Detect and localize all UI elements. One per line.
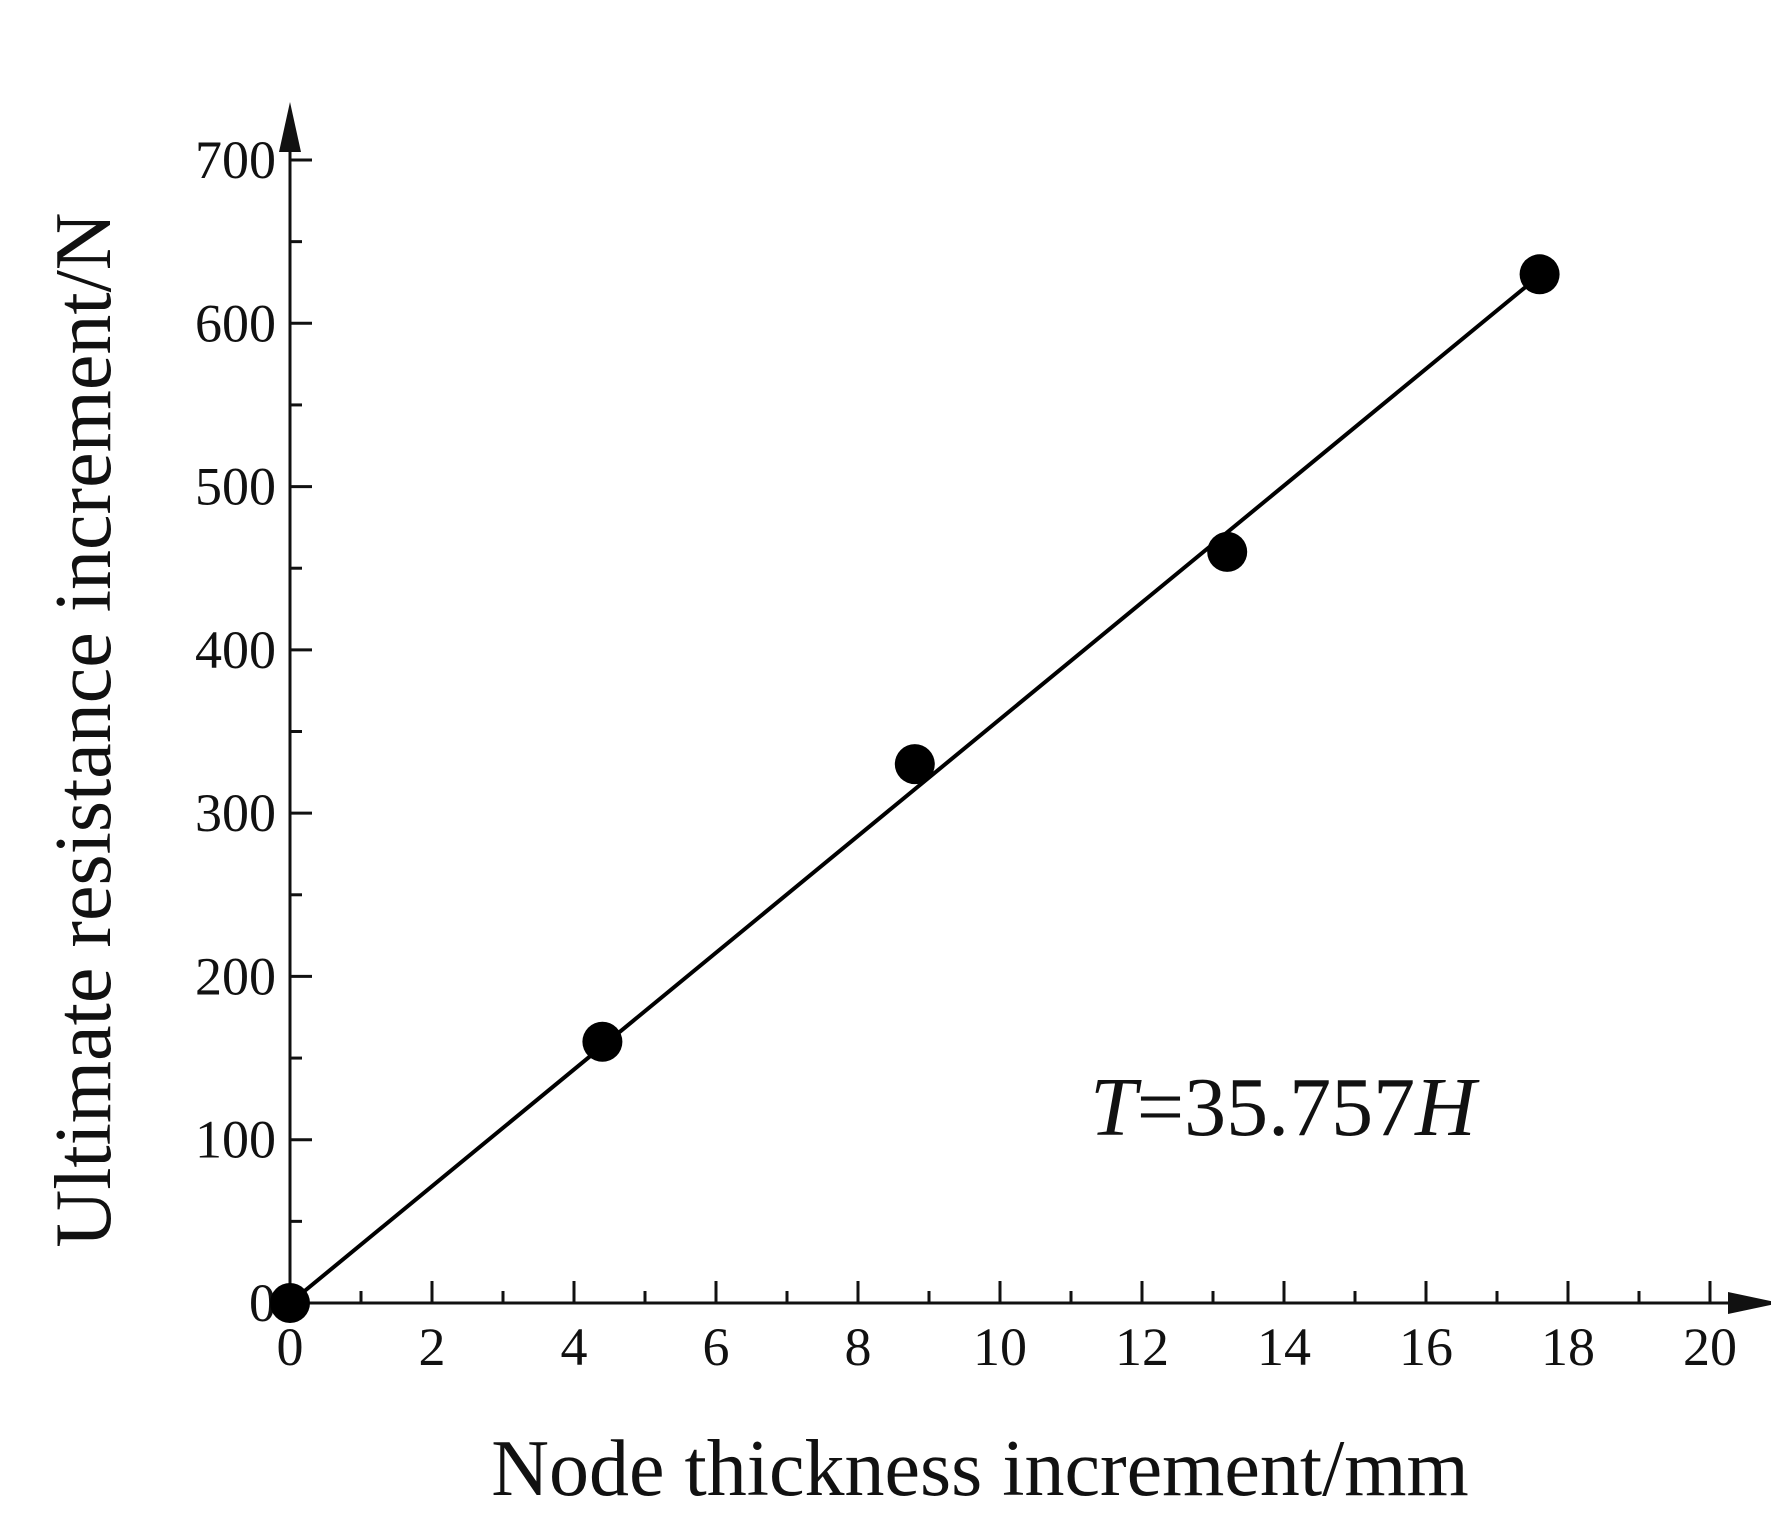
fit-line xyxy=(288,273,1541,1305)
x-tick-label: 0 xyxy=(277,1317,304,1377)
x-tick-label: 16 xyxy=(1399,1317,1453,1377)
equation-variable-t: T xyxy=(1090,1061,1142,1154)
y-tick-label: 600 xyxy=(195,293,276,353)
data-points xyxy=(270,254,1560,1323)
axes xyxy=(279,102,1771,1314)
x-axis-arrow xyxy=(1728,1292,1771,1314)
data-point xyxy=(1207,531,1248,572)
data-point xyxy=(894,744,935,785)
equation-coefficient: =35.757 xyxy=(1137,1061,1415,1154)
y-tick-label: 300 xyxy=(195,783,276,843)
equation-variable-h: H xyxy=(1414,1061,1480,1154)
x-tick-label: 2 xyxy=(419,1317,446,1377)
x-tick-label: 6 xyxy=(703,1317,730,1377)
x-tick-label: 4 xyxy=(561,1317,588,1377)
x-tick-label: 20 xyxy=(1683,1317,1737,1377)
fit-line-layer xyxy=(288,273,1541,1305)
x-tick-label: 12 xyxy=(1115,1317,1169,1377)
y-tick-label: 100 xyxy=(195,1110,276,1170)
y-tick-label: 200 xyxy=(195,946,276,1006)
y-axis-arrow xyxy=(279,102,301,152)
x-tick-label: 10 xyxy=(973,1317,1027,1377)
x-axis-title: Node thickness increment/mm xyxy=(491,1425,1469,1513)
x-tick-label: 18 xyxy=(1541,1317,1595,1377)
y-axis-title: Ultimate resistance increment/N xyxy=(40,212,128,1247)
y-tick-label: 700 xyxy=(195,130,276,190)
x-tick-label: 8 xyxy=(845,1317,872,1377)
y-tick-label: 500 xyxy=(195,457,276,517)
x-tick-label: 14 xyxy=(1257,1317,1311,1377)
data-point xyxy=(270,1283,310,1323)
data-point xyxy=(1519,254,1560,295)
y-tick-label: 400 xyxy=(195,620,276,680)
data-point xyxy=(582,1021,623,1062)
equation-annotation: T=35.757H xyxy=(1090,1061,1480,1154)
